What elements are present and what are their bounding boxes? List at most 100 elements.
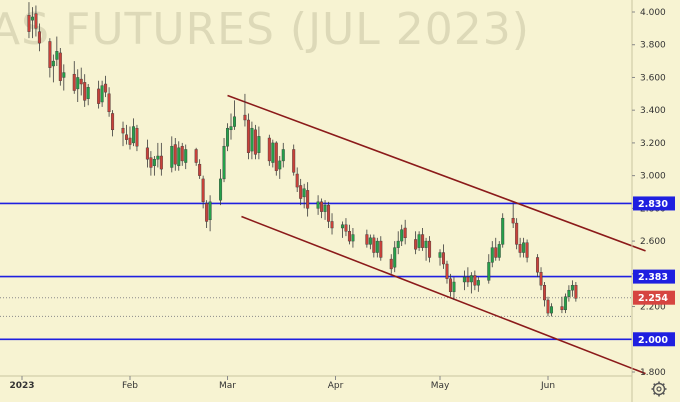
candle	[292, 144, 296, 176]
candle	[567, 285, 571, 302]
candle-body-up	[567, 289, 571, 297]
candle	[400, 224, 404, 246]
candle	[83, 74, 87, 107]
candle-body-up	[400, 229, 404, 242]
candle	[55, 36, 59, 66]
candle-body-up	[271, 142, 275, 163]
candle-body-down	[344, 224, 348, 232]
candle	[111, 110, 115, 137]
candle	[205, 200, 209, 228]
candle	[316, 195, 320, 215]
candle	[128, 126, 132, 150]
candle-body-down	[149, 157, 153, 168]
candle-body-down	[201, 178, 205, 203]
candle	[536, 254, 540, 278]
candle-body-up	[156, 155, 160, 160]
candle	[560, 296, 564, 314]
candle-body-down	[515, 222, 519, 245]
candle	[414, 231, 418, 255]
candle-body-down	[560, 306, 564, 311]
level-badge-label: 2.383	[638, 272, 668, 283]
gear-icon-ring	[652, 382, 666, 396]
y-tick-label: 3.200	[640, 139, 666, 149]
candle	[574, 282, 578, 302]
y-tick-label: 3.600	[640, 73, 666, 83]
candle-body-up	[76, 77, 80, 90]
candle-body-up	[563, 296, 567, 311]
gear-icon-tooth	[662, 392, 665, 395]
candle	[184, 144, 188, 170]
candle-body-up	[51, 60, 55, 67]
candle	[278, 156, 282, 179]
candle-body-down	[267, 137, 271, 162]
candle-body-up	[497, 244, 501, 258]
candle-body-up	[226, 127, 230, 147]
candle-body-up	[469, 275, 473, 283]
candle-body-up	[417, 234, 421, 248]
candle	[253, 124, 257, 160]
candle-body-up	[462, 276, 466, 283]
candle-body-up	[323, 204, 327, 212]
candle-body-down	[159, 155, 163, 170]
y-tick-label: 2.200	[640, 303, 666, 313]
gear-icon-tooth	[653, 392, 656, 395]
last-price-badge-bg	[633, 290, 675, 305]
candle	[438, 249, 442, 266]
candle-body-down	[104, 83, 108, 93]
candle-body-down	[525, 242, 529, 258]
trend-line-lower-channel[interactable]	[241, 215, 646, 375]
candle	[30, 7, 34, 39]
trend-line-upper-channel[interactable]	[227, 94, 646, 252]
candle	[441, 244, 445, 269]
candle-body-down	[246, 119, 250, 153]
gear-icon[interactable]	[651, 381, 667, 397]
candle-body-down	[292, 149, 296, 173]
candle-body-up	[278, 160, 282, 170]
candle-body-up	[424, 240, 428, 248]
candle-body-down	[320, 201, 324, 212]
candle-body-up	[501, 217, 505, 245]
candle	[159, 142, 163, 176]
candle	[501, 213, 505, 248]
candle-body-up	[86, 87, 90, 99]
candle-body-down	[274, 142, 278, 171]
candle-body-up	[368, 237, 372, 245]
candle	[466, 267, 470, 287]
candle	[525, 239, 529, 263]
candle	[149, 151, 153, 176]
candle-body-down	[72, 73, 76, 91]
candle	[549, 303, 553, 317]
y-tick-label: 3.000	[640, 172, 666, 182]
level-badge-bg	[633, 196, 675, 211]
candle-body-up	[250, 127, 254, 152]
candle-body-up	[257, 136, 261, 153]
candle-body-up	[30, 16, 34, 21]
candle	[274, 141, 278, 176]
candle	[375, 237, 379, 258]
candle-body-down	[518, 244, 522, 253]
axes: 4.0003.8003.6003.4003.2003.0002.8002.600…	[0, 0, 666, 402]
y-tick-label: 1.800	[640, 368, 666, 378]
candle	[494, 237, 498, 261]
candle-body-down	[546, 299, 550, 314]
candle	[48, 38, 52, 78]
candle	[490, 241, 494, 268]
candle-body-down	[173, 144, 177, 165]
candle	[393, 241, 397, 273]
candle	[476, 277, 480, 292]
candle	[107, 87, 111, 117]
x-tick-label: Mar	[219, 381, 236, 391]
candle-body-down	[121, 127, 125, 134]
candle-body-up	[100, 85, 104, 103]
candle	[257, 126, 261, 160]
candle	[563, 293, 567, 314]
candle	[462, 270, 466, 291]
candle	[281, 142, 285, 168]
level-badge: 2.383	[633, 269, 675, 284]
last-price-badge: 2.254	[633, 290, 675, 305]
candle	[511, 203, 515, 228]
y-tick-label: 3.800	[640, 41, 666, 51]
candle-body-up	[219, 178, 223, 201]
candle	[86, 84, 90, 106]
